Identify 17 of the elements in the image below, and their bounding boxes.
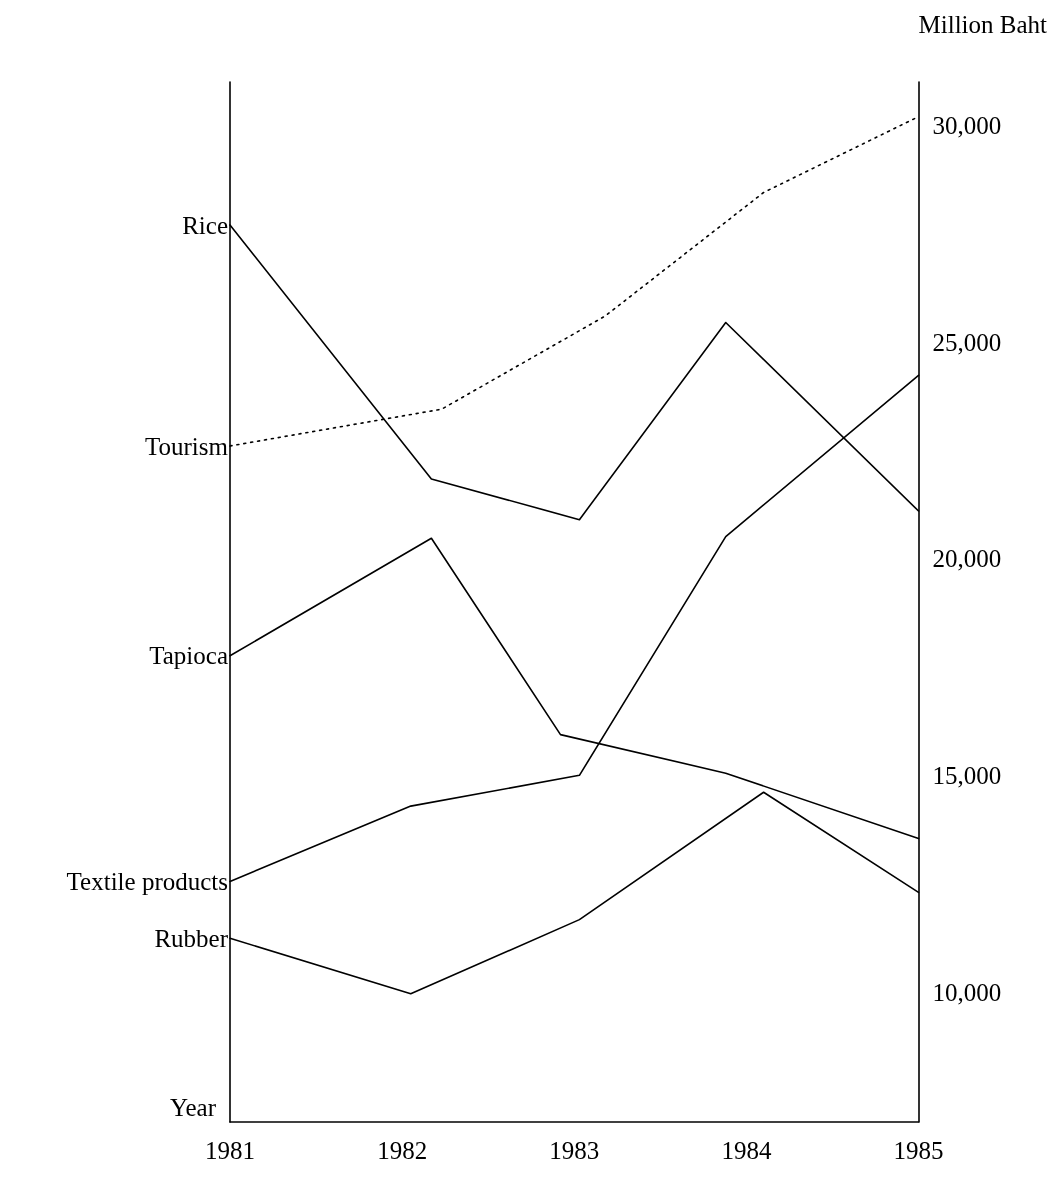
y-tick-label: 15,000 <box>932 761 1002 789</box>
x-tick-label: 1983 <box>549 1137 600 1164</box>
x-tick-label: 1985 <box>893 1137 944 1164</box>
y-axis-title: Million Baht <box>918 11 1048 38</box>
series-label: Tapioca <box>149 642 228 670</box>
series-label: Rubber <box>154 924 229 952</box>
y-tick-label: 20,000 <box>932 545 1002 573</box>
x-tick-label: 1984 <box>721 1137 772 1164</box>
y-tick-label: 25,000 <box>932 328 1002 356</box>
series-label: Rice <box>182 211 228 239</box>
x-tick-label: 1981 <box>205 1137 255 1164</box>
x-axis-title: Year <box>169 1094 217 1121</box>
series-label: Textile products <box>66 868 228 895</box>
x-tick-label: 1982 <box>377 1137 428 1164</box>
series-label: Tourism <box>145 432 229 460</box>
y-tick-label: 10,000 <box>932 978 1002 1006</box>
y-tick-label: 30,000 <box>932 111 1002 139</box>
